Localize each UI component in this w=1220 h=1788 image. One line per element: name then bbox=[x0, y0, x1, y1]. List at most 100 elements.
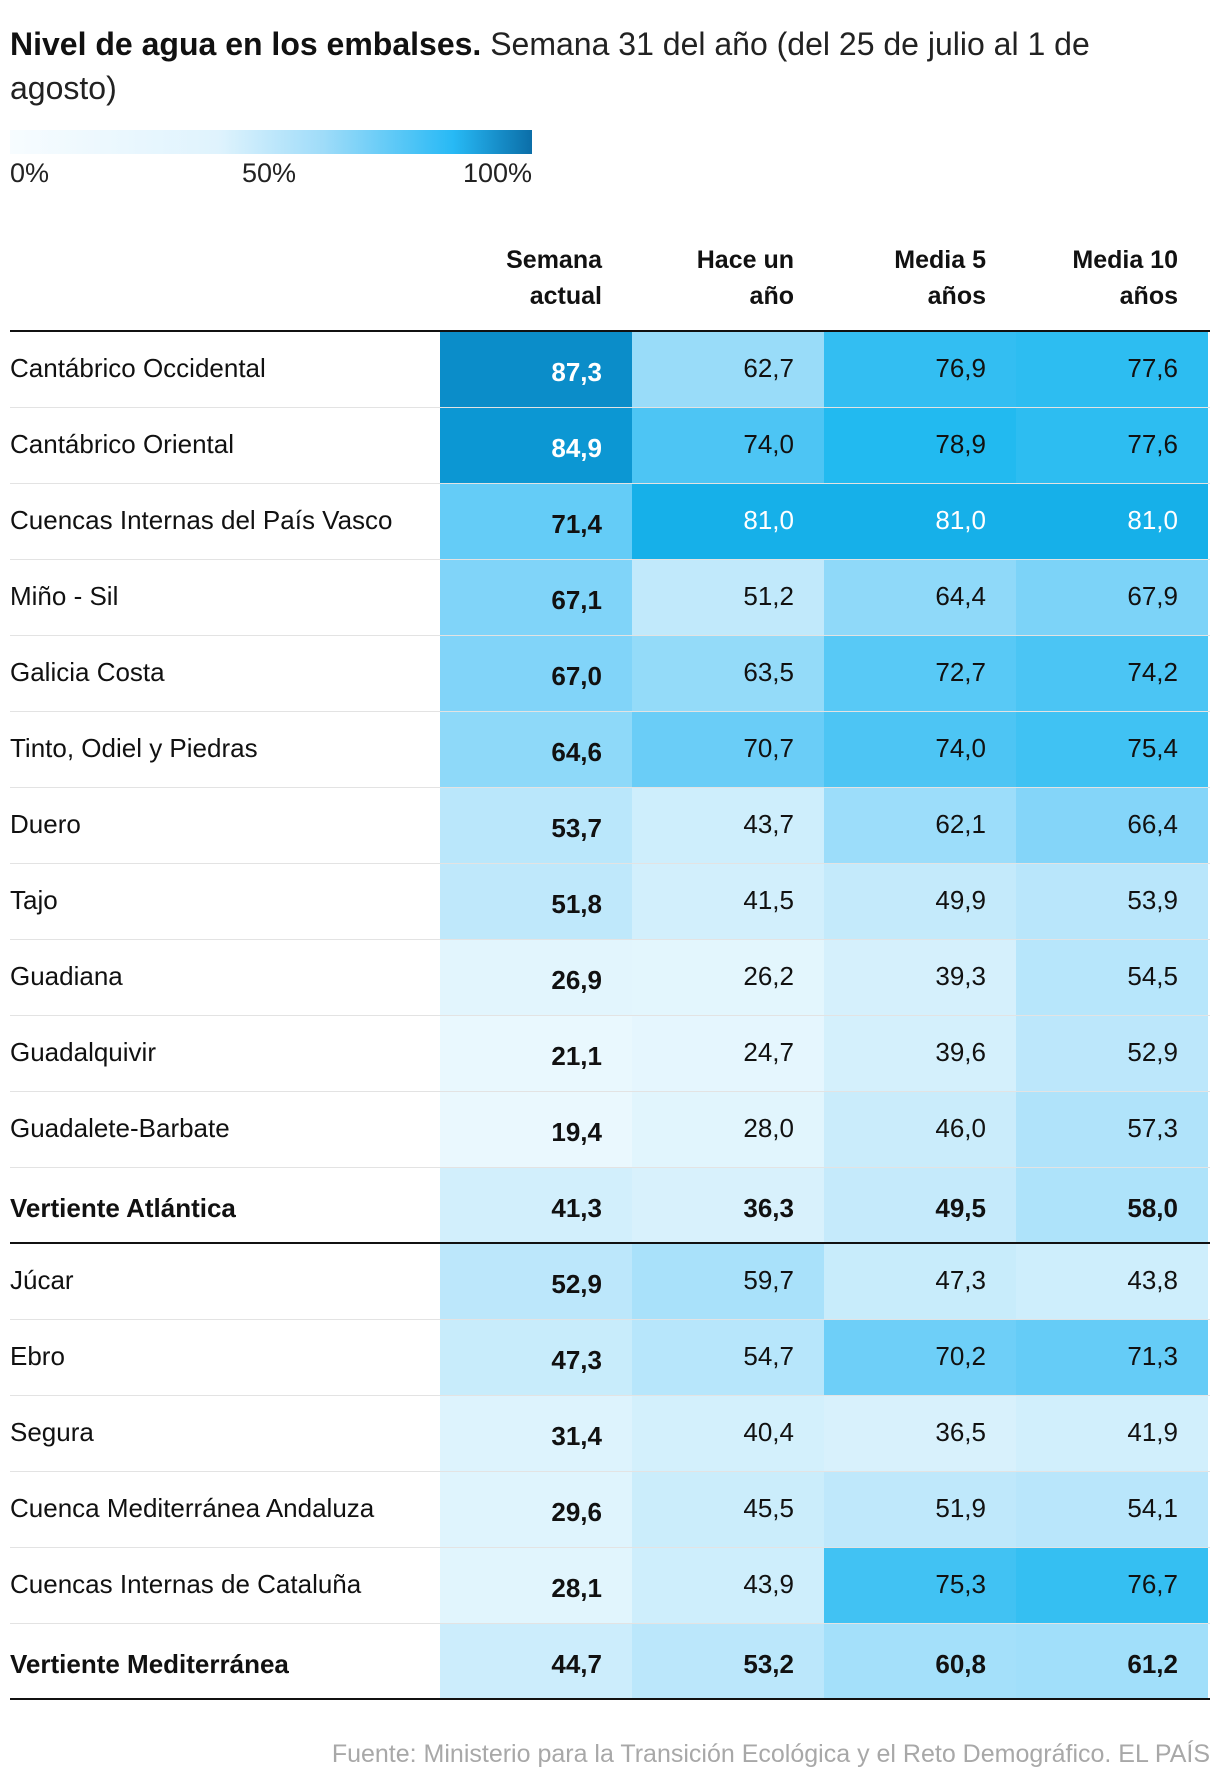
row-label: Cuencas Internas del País Vasco bbox=[10, 505, 393, 535]
row-label: Segura bbox=[10, 1417, 94, 1447]
column-header-line: actual bbox=[529, 282, 602, 310]
value-cell: 53,7 bbox=[440, 788, 632, 863]
column-header-line: Media 5 bbox=[894, 246, 986, 274]
value-cell: 53,2 bbox=[632, 1624, 824, 1698]
value-cell: 64,6 bbox=[440, 712, 632, 787]
legend-max-label: 100% bbox=[462, 158, 532, 188]
value-cell: 52,9 bbox=[440, 1244, 632, 1319]
table-row: Duero 53,7 43,7 62,1 66,4 bbox=[10, 788, 1210, 864]
value-cell: 29,6 bbox=[440, 1472, 632, 1547]
table-row: Ebro 47,3 54,7 70,2 71,3 bbox=[10, 1320, 1210, 1396]
row-label: Galicia Costa bbox=[10, 657, 165, 687]
table-header: Semana actual Hace un año Media 5 años M… bbox=[10, 240, 1210, 332]
value-cell: 76,9 bbox=[824, 332, 1016, 407]
legend-mid-label: 50% bbox=[242, 158, 297, 188]
table-row: Guadalquivir 21,1 24,7 39,6 52,9 bbox=[10, 1016, 1210, 1092]
value-cell: 51,2 bbox=[632, 560, 824, 635]
table-row: Tinto, Odiel y Piedras 64,6 70,7 74,0 75,4 bbox=[10, 712, 1210, 788]
column-header-semana-actual: Semana actual bbox=[440, 242, 632, 314]
value-cell: 67,9 bbox=[1016, 560, 1208, 635]
value-cell: 66,4 bbox=[1016, 788, 1208, 863]
value-cell: 51,8 bbox=[440, 864, 632, 939]
column-header-line: Media 10 bbox=[1072, 246, 1178, 274]
row-label: Tinto, Odiel y Piedras bbox=[10, 733, 258, 763]
chart-title: Nivel de agua en los embalses. Semana 31… bbox=[10, 22, 1200, 110]
value-cell: 71,3 bbox=[1016, 1320, 1208, 1395]
value-cell: 43,8 bbox=[1016, 1244, 1208, 1319]
value-cell: 53,9 bbox=[1016, 864, 1208, 939]
value-cell: 49,9 bbox=[824, 864, 1016, 939]
reservoir-table: Semana actual Hace un año Media 5 años M… bbox=[10, 240, 1210, 1700]
value-cell: 26,9 bbox=[440, 940, 632, 1015]
value-cell: 43,7 bbox=[632, 788, 824, 863]
legend-min-label: 0% bbox=[10, 158, 50, 188]
value-cell: 39,3 bbox=[824, 940, 1016, 1015]
table-row: Cantábrico Oriental 84,9 74,0 78,9 77,6 bbox=[10, 408, 1210, 484]
value-cell: 74,0 bbox=[632, 408, 824, 483]
table-row: Guadiana 26,9 26,2 39,3 54,5 bbox=[10, 940, 1210, 1016]
column-header-line: año bbox=[749, 282, 794, 310]
row-label: Guadalquivir bbox=[10, 1037, 156, 1067]
row-label: Cantábrico Occidental bbox=[10, 353, 266, 383]
value-cell: 75,3 bbox=[824, 1548, 1016, 1623]
column-header-media-10-anos: Media 10 años bbox=[1016, 242, 1208, 314]
table-row: Galicia Costa 67,0 63,5 72,7 74,2 bbox=[10, 636, 1210, 712]
value-cell: 54,5 bbox=[1016, 940, 1208, 1015]
column-header-line: años bbox=[1119, 282, 1178, 310]
value-cell: 39,6 bbox=[824, 1016, 1016, 1091]
table-row: Cuenca Mediterránea Andaluza 29,6 45,5 51,9… bbox=[10, 1472, 1210, 1548]
value-cell: 61,2 bbox=[1016, 1624, 1208, 1698]
value-cell: 81,0 bbox=[1016, 484, 1208, 559]
value-cell: 19,4 bbox=[440, 1092, 632, 1167]
value-cell: 74,0 bbox=[824, 712, 1016, 787]
value-cell: 76,7 bbox=[1016, 1548, 1208, 1623]
value-cell: 45,5 bbox=[632, 1472, 824, 1547]
value-cell: 57,3 bbox=[1016, 1092, 1208, 1167]
value-cell: 64,4 bbox=[824, 560, 1016, 635]
value-cell: 36,5 bbox=[824, 1396, 1016, 1471]
table-total-row: Vertiente Atlántica 41,3 36,3 49,5 58,0 bbox=[10, 1168, 1210, 1244]
column-header-line: Semana bbox=[506, 246, 602, 274]
value-cell: 24,7 bbox=[632, 1016, 824, 1091]
value-cell: 75,4 bbox=[1016, 712, 1208, 787]
value-cell: 81,0 bbox=[632, 484, 824, 559]
value-cell: 54,1 bbox=[1016, 1472, 1208, 1547]
value-cell: 41,9 bbox=[1016, 1396, 1208, 1471]
column-header-line: años bbox=[927, 282, 986, 310]
table-row: Júcar 52,9 59,7 47,3 43,8 bbox=[10, 1244, 1210, 1320]
value-cell: 77,6 bbox=[1016, 408, 1208, 483]
value-cell: 59,7 bbox=[632, 1244, 824, 1319]
value-cell: 41,5 bbox=[632, 864, 824, 939]
row-label: Ebro bbox=[10, 1341, 65, 1371]
value-cell: 21,1 bbox=[440, 1016, 632, 1091]
row-label: Cuenca Mediterránea Andaluza bbox=[10, 1493, 375, 1523]
source-note: Fuente: Ministerio para la Transición Ec… bbox=[331, 1740, 1210, 1768]
column-header-media-5-anos: Media 5 años bbox=[824, 242, 1016, 314]
value-cell: 67,0 bbox=[440, 636, 632, 711]
row-label: Cantábrico Oriental bbox=[10, 429, 234, 459]
value-cell: 60,8 bbox=[824, 1624, 1016, 1698]
value-cell: 78,9 bbox=[824, 408, 1016, 483]
table-row: Guadalete-Barbate 19,4 28,0 46,0 57,3 bbox=[10, 1092, 1210, 1168]
table-row: Segura 31,4 40,4 36,5 41,9 bbox=[10, 1396, 1210, 1472]
value-cell: 31,4 bbox=[440, 1396, 632, 1471]
value-cell: 28,1 bbox=[440, 1548, 632, 1623]
table-row: Tajo 51,8 41,5 49,9 53,9 bbox=[10, 864, 1210, 940]
row-label: Duero bbox=[10, 809, 81, 839]
value-cell: 70,2 bbox=[824, 1320, 1016, 1395]
row-label: Tajo bbox=[10, 885, 58, 915]
value-cell: 54,7 bbox=[632, 1320, 824, 1395]
value-cell: 84,9 bbox=[440, 408, 632, 483]
value-cell: 70,7 bbox=[632, 712, 824, 787]
table-row: Cantábrico Occidental 87,3 62,7 76,9 77,6 bbox=[10, 332, 1210, 408]
value-cell: 71,4 bbox=[440, 484, 632, 559]
value-cell: 46,0 bbox=[824, 1092, 1016, 1167]
table-total-row: Vertiente Mediterránea 44,7 53,2 60,8 61,2 bbox=[10, 1624, 1210, 1700]
value-cell: 77,6 bbox=[1016, 332, 1208, 407]
value-cell: 47,3 bbox=[824, 1244, 1016, 1319]
value-cell: 36,3 bbox=[632, 1168, 824, 1242]
row-label: Miño - Sil bbox=[10, 581, 119, 611]
chart-subtitle: Semana 31 del año (del 25 de julio al 1 … bbox=[10, 26, 1090, 106]
value-cell: 44,7 bbox=[440, 1624, 632, 1698]
value-cell: 81,0 bbox=[824, 484, 1016, 559]
